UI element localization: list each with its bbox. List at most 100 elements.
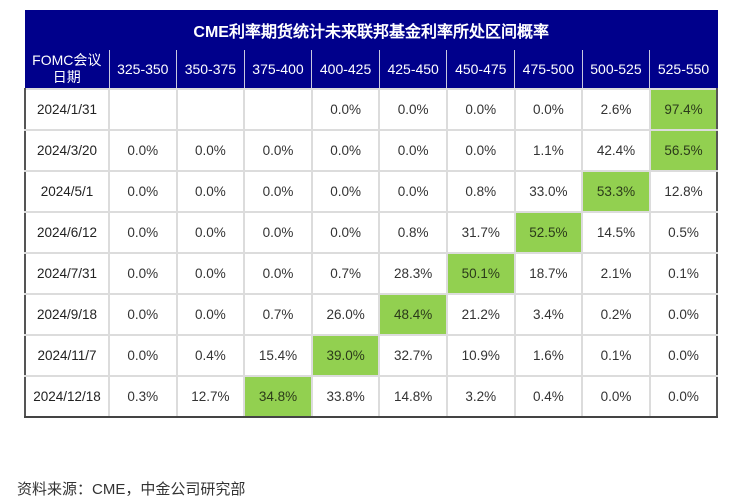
probability-cell: 3.2%	[445, 375, 516, 418]
probability-cell-highlighted: 53.3%	[581, 170, 651, 213]
probability-cell: 0.0%	[108, 334, 178, 377]
probability-cell	[243, 88, 313, 131]
table-row: 2024/6/12 0.0% 0.0% 0.0% 0.0% 0.8% 31.7% 52.5% 1…	[24, 211, 719, 254]
probability-cell: 0.0%	[108, 170, 178, 213]
probability-cell: 18.7%	[513, 252, 584, 295]
probability-cell: 28.3%	[378, 252, 448, 295]
probability-cell: 0.0%	[243, 170, 313, 213]
probability-cell: 0.0%	[648, 293, 719, 336]
probability-cell-highlighted: 48.4%	[378, 293, 448, 336]
probability-cell: 0.0%	[108, 211, 178, 254]
header-fomc-date: FOMC会议 日期	[25, 49, 110, 89]
probability-cell: 21.2%	[445, 293, 516, 336]
probability-cell: 12.7%	[175, 375, 246, 418]
probability-cell: 2.1%	[581, 252, 651, 295]
probability-cell: 14.5%	[581, 211, 651, 254]
probability-cell: 0.0%	[310, 170, 381, 213]
probability-cell: 33.0%	[513, 170, 584, 213]
probability-cell: 0.7%	[243, 293, 313, 336]
table-row: 2024/5/1 0.0% 0.0% 0.0% 0.0% 0.0% 0.8% 33.0% 53.…	[24, 170, 719, 213]
probability-cell: 10.9%	[445, 334, 516, 377]
probability-cell: 0.0%	[175, 170, 246, 213]
probability-cell: 0.0%	[108, 252, 178, 295]
fomc-date-cell: 2024/7/31	[24, 252, 110, 295]
probability-cell-highlighted: 97.4%	[648, 88, 719, 131]
probability-cell-highlighted: 39.0%	[310, 334, 381, 377]
probability-cell: 0.1%	[581, 334, 651, 377]
probability-cell: 0.0%	[445, 129, 516, 172]
probability-cell: 0.0%	[243, 252, 313, 295]
probability-cell: 0.0%	[581, 375, 651, 418]
table-row: 2024/9/18 0.0% 0.0% 0.7% 26.0% 48.4% 21.2% 3.4%…	[24, 293, 719, 336]
table-row: 2024/12/18 0.3% 12.7% 34.8% 33.8% 14.8% 3.2% 0.…	[24, 375, 719, 418]
probability-cell: 0.0%	[310, 211, 381, 254]
probability-cell: 0.0%	[310, 129, 381, 172]
probability-cell: 0.0%	[243, 129, 313, 172]
header-range: 400-425	[311, 49, 380, 89]
header-row: FOMC会议 日期 325-350 350-375 375-400 400-425…	[25, 49, 718, 89]
fomc-date-cell: 2024/11/7	[24, 334, 110, 377]
probability-cell: 15.4%	[243, 334, 313, 377]
probability-cell: 0.0%	[108, 293, 178, 336]
header-range: 325-350	[109, 49, 178, 89]
probability-cell: 0.0%	[175, 293, 246, 336]
header-range: 525-550	[649, 49, 718, 89]
table-row: 2024/7/31 0.0% 0.0% 0.0% 0.7% 28.3% 50.1% 18.7%…	[24, 252, 719, 295]
probability-cell: 0.7%	[310, 252, 381, 295]
probability-cell: 0.0%	[378, 170, 448, 213]
header-range: 500-525	[582, 49, 651, 89]
probability-cell: 42.4%	[581, 129, 651, 172]
probability-cell: 0.0%	[378, 129, 448, 172]
header-fomc-label: FOMC会议	[32, 52, 102, 68]
probability-cell-highlighted: 56.5%	[648, 129, 719, 172]
probability-cell: 32.7%	[378, 334, 448, 377]
probability-cell: 3.4%	[513, 293, 584, 336]
probability-cell: 0.0%	[175, 211, 246, 254]
fomc-date-cell: 2024/6/12	[24, 211, 110, 254]
header-range: 425-450	[379, 49, 448, 89]
probability-cell: 0.4%	[513, 375, 584, 418]
probability-cell: 0.0%	[108, 129, 178, 172]
table-title: CME利率期货统计未来联邦基金利率所处区间概率	[24, 10, 718, 50]
table-row: 2024/3/20 0.0% 0.0% 0.0% 0.0% 0.0% 0.0% 1.1% 42.…	[24, 129, 719, 172]
fomc-date-cell: 2024/5/1	[24, 170, 110, 213]
header-range: 450-475	[446, 49, 516, 89]
probability-cell: 14.8%	[378, 375, 448, 418]
fomc-date-cell: 2024/3/20	[24, 129, 110, 172]
probability-cell: 0.0%	[648, 375, 719, 418]
probability-cell-highlighted: 52.5%	[513, 211, 584, 254]
probability-cell: 0.0%	[243, 211, 313, 254]
header-range: 475-500	[514, 49, 583, 89]
probability-cell: 1.6%	[513, 334, 584, 377]
probability-cell-highlighted: 34.8%	[243, 375, 313, 418]
probability-cell: 0.5%	[648, 211, 719, 254]
probability-cell: 33.8%	[310, 375, 381, 418]
probability-cell: 0.0%	[378, 88, 448, 131]
probability-cell: 0.8%	[445, 170, 516, 213]
probability-cell: 0.0%	[513, 88, 584, 131]
probability-cell: 0.8%	[378, 211, 448, 254]
probability-cell: 0.4%	[175, 334, 246, 377]
probability-cell: 0.0%	[175, 129, 246, 172]
probability-cell: 0.0%	[648, 334, 719, 377]
fomc-date-cell: 2024/9/18	[24, 293, 110, 336]
probability-cell: 0.2%	[581, 293, 651, 336]
probability-cell: 0.1%	[648, 252, 719, 295]
probability-cell: 0.0%	[310, 88, 381, 131]
fomc-date-cell: 2024/12/18	[24, 375, 110, 418]
probability-cell: 2.6%	[581, 88, 651, 131]
fed-funds-probability-table: CME利率期货统计未来联邦基金利率所处区间概率 FOMC会议 日期 325-350…	[24, 10, 719, 418]
probability-cell: 0.0%	[445, 88, 516, 131]
probability-cell: 12.8%	[648, 170, 719, 213]
probability-cell	[108, 88, 178, 131]
table-row: 2024/11/7 0.0% 0.4% 15.4% 39.0% 32.7% 10.9% 1.6…	[24, 334, 719, 377]
probability-cell: 26.0%	[310, 293, 381, 336]
probability-cell: 0.3%	[108, 375, 178, 418]
source-note: 资料来源：CME，中金公司研究部	[17, 481, 246, 498]
header-range: 350-375	[176, 49, 245, 89]
probability-cell: 1.1%	[513, 129, 584, 172]
probability-cell	[175, 88, 246, 131]
fomc-date-cell: 2024/1/31	[24, 88, 110, 131]
probability-cell: 31.7%	[445, 211, 516, 254]
table-row: 2024/1/31 0.0% 0.0% 0.0% 0.0% 2.6% 97.4%	[24, 88, 719, 131]
